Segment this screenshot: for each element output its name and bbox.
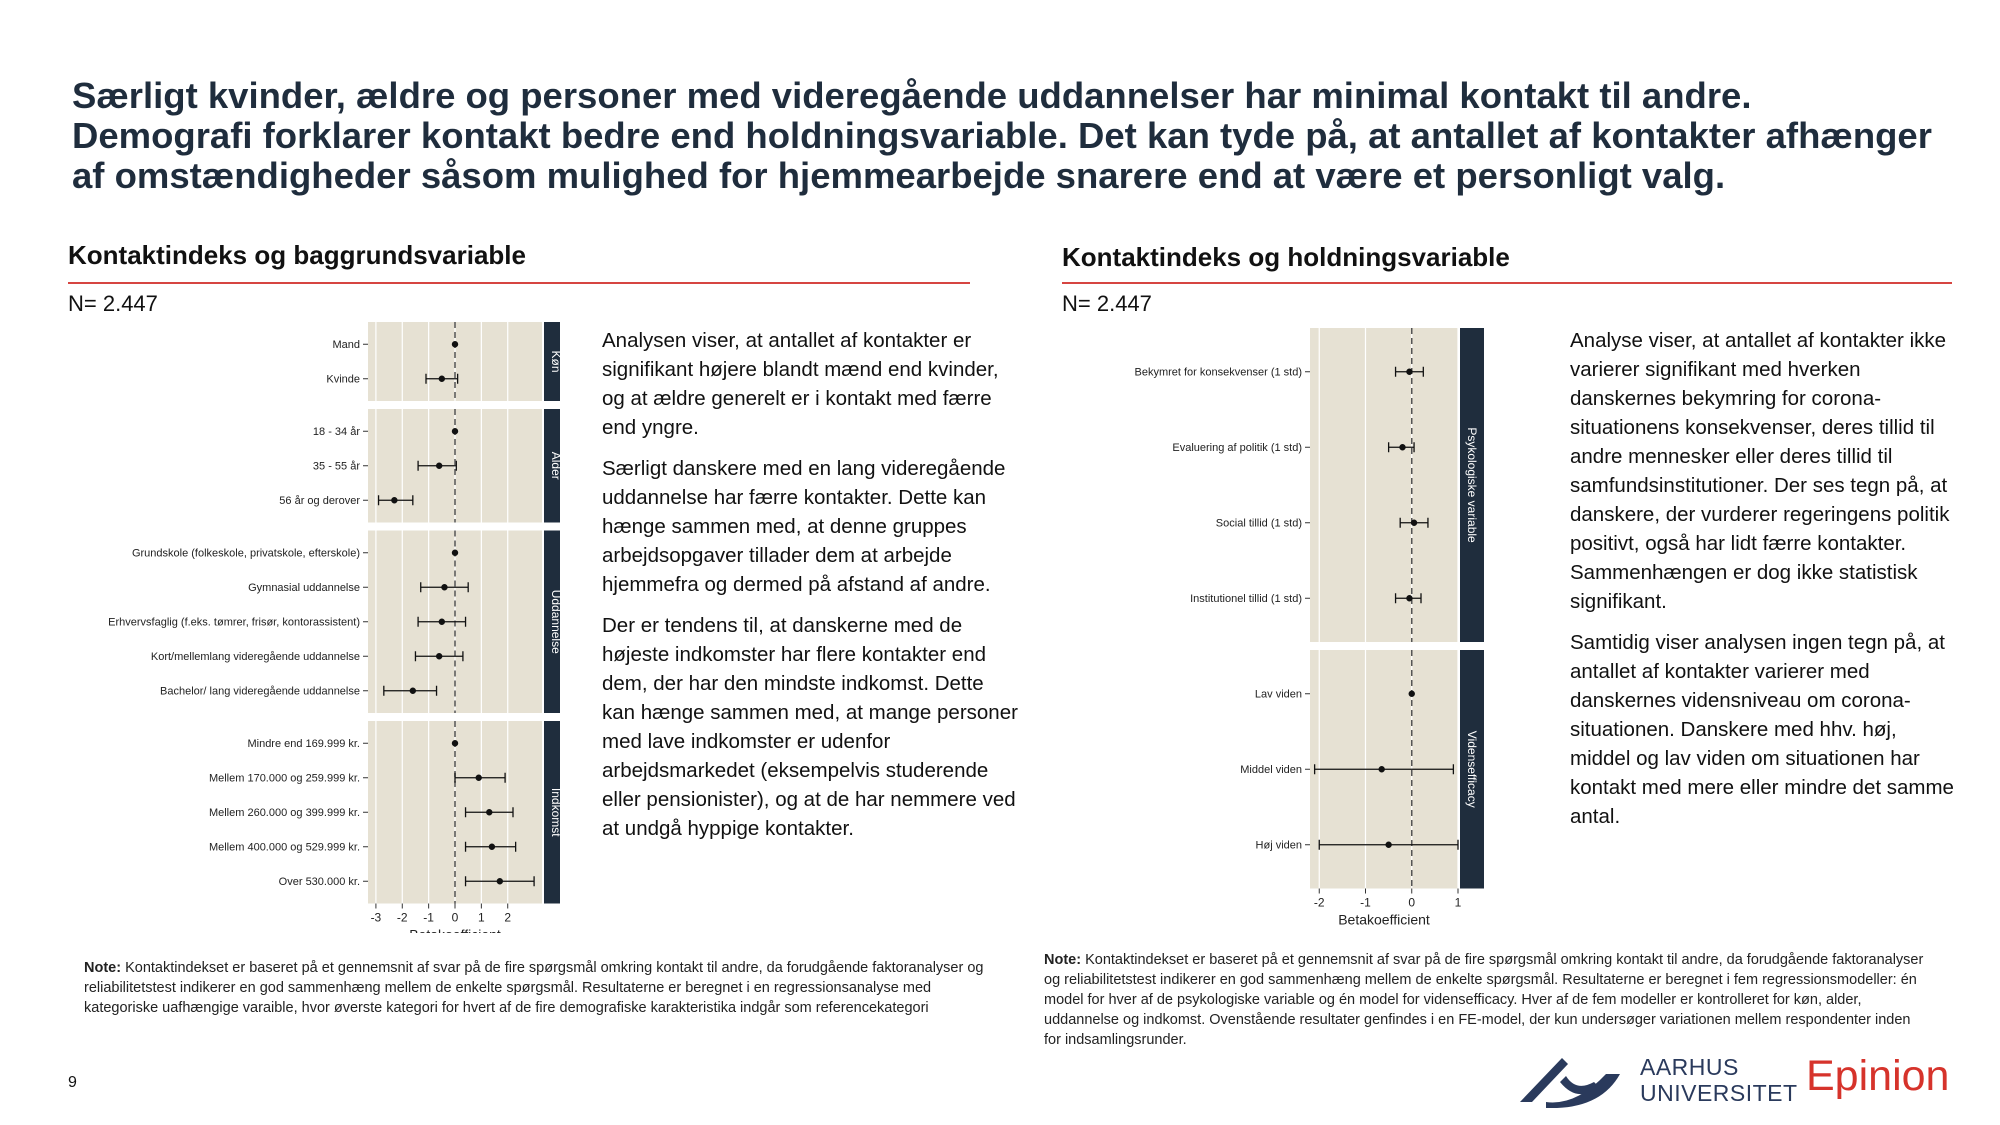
left-chart-row-label: 35 - 55 år (313, 461, 360, 473)
left-chart-strip-label: Alder (549, 452, 560, 480)
right-coefficient-chart: Psykologiske variable Bekymret for konsek… (1134, 328, 1484, 928)
left-title-underline (68, 282, 970, 284)
left-chart-row-label: Erhvervsfaglig (f.eks. tømrer, frisør, k… (108, 617, 360, 629)
left-chart-row-label: 18 - 34 år (313, 426, 360, 438)
au-line-1: AARHUS (1640, 1054, 1739, 1080)
right-chart-point (1406, 595, 1413, 602)
left-chart-row-label: Over 530.000 kr. (279, 876, 360, 888)
left-chart-row-label: Mellem 260.000 og 399.999 kr. (209, 807, 360, 819)
right-chart-xtick-label: -1 (1360, 896, 1371, 910)
left-chart-point (496, 878, 504, 885)
left-chart-strip (544, 721, 560, 904)
left-chart-point (451, 740, 459, 747)
left-chart-point (435, 462, 443, 469)
right-section-title: Kontaktindeks og holdningsvariable (1062, 242, 1510, 272)
left-chart-xtick-label: 0 (452, 911, 459, 925)
right-analysis-text: Analyse viser, at antallet af kontakter … (1570, 326, 1960, 843)
right-note: Note: Kontaktindekset er baseret på et g… (1044, 950, 1924, 1050)
right-chart-row-label: Lav viden (1255, 689, 1302, 701)
left-chart-row-label: Gymnasial uddannelse (248, 582, 360, 594)
right-chart-row-label: Social tillid (1 std) (1216, 518, 1302, 530)
left-chart-point (438, 618, 446, 625)
left-chart-point (391, 497, 398, 504)
left-chart-xtick-label: 2 (504, 911, 511, 925)
right-note-label: Note: (1044, 952, 1082, 968)
epinion-logo: Epinion (1806, 1052, 1950, 1100)
right-chart-xtick-label: -2 (1314, 896, 1325, 910)
left-note-label: Note: (84, 960, 122, 976)
au-line-2: UNIVERSITET (1640, 1080, 1798, 1106)
left-chart-strip (544, 409, 560, 523)
left-chart-row-label: Mand (332, 339, 360, 351)
right-chart-point (1399, 444, 1406, 451)
left-analysis-text: Analysen viser, at antallet af kontakter… (602, 326, 1022, 855)
right-chart-point (1408, 690, 1415, 697)
left-chart-xtick-label: -2 (397, 911, 408, 925)
left-chart-point (441, 584, 448, 591)
left-section-title: Kontaktindeks og baggrundsvariable (68, 240, 526, 270)
left-chart-point (486, 809, 493, 816)
right-chart-xtick-label: 1 (1455, 896, 1462, 910)
left-chart-xtick-label: -3 (371, 911, 382, 925)
left-chart-row-label: 56 år og derover (279, 495, 360, 507)
left-chart-point (438, 375, 446, 382)
left-chart-strip-label: Uddannelse (549, 590, 560, 654)
right-chart-row-label: Bekymret for konsekvenser (1 std) (1134, 367, 1302, 379)
right-chart-strip-label: Vidensefficacy (1465, 731, 1479, 808)
right-chart-strip (1460, 328, 1484, 642)
right-chart-panel-bg (1310, 328, 1458, 642)
aarhus-university-wordmark: AARHUS UNIVERSITET (1640, 1054, 1798, 1106)
left-n-label: N= 2.447 (68, 291, 158, 316)
right-chart-row-label: Middel viden (1240, 764, 1302, 776)
left-chart-strip-label: Indkomst (549, 788, 560, 837)
left-chart-strip (544, 530, 560, 713)
aarhus-university-logo-icon (1520, 1058, 1620, 1108)
left-chart-row-label: Mindre end 169.999 kr. (247, 738, 360, 750)
right-n-label: N= 2.447 (1062, 291, 1152, 316)
right-chart-strip (1460, 650, 1484, 889)
right-chart-row-label: Høj viden (1256, 840, 1302, 852)
right-chart-xtick-label: 0 (1408, 896, 1415, 910)
left-chart-xaxis-label: Betakoefficient (409, 927, 501, 934)
left-chart-row-label: Mellem 400.000 og 529.999 kr. (209, 842, 360, 854)
left-chart-row-label: Mellem 170.000 og 259.999 kr. (209, 773, 360, 785)
left-paragraph-3: Der er tendens til, at danskerne med de … (602, 614, 1018, 840)
right-chart-strip-label: Psykologiske variable (1465, 427, 1479, 543)
right-chart-point (1378, 766, 1385, 773)
page-number: 9 (68, 1074, 77, 1091)
left-paragraph-2: Særligt danskere med en lang videregåend… (602, 457, 1006, 596)
left-chart-strip (544, 322, 560, 401)
left-paragraph-1: Analysen viser, at antallet af kontakter… (602, 329, 999, 439)
right-paragraph-2: Samtidig viser analysen ingen tegn på, a… (1570, 631, 1954, 828)
left-chart-point (488, 843, 496, 850)
left-chart-xtick-label: -1 (423, 911, 434, 925)
left-note-text: Kontaktindekset er baseret på et gennems… (84, 960, 984, 1016)
left-chart-point (451, 341, 459, 348)
left-chart-strip-label: Køn (549, 350, 560, 372)
right-chart-xaxis-label: Betakoefficient (1338, 912, 1430, 928)
headline: Særligt kvinder, ældre og personer med v… (72, 75, 1932, 196)
left-chart-row-label: Grundskole (folkeskole, privatskole, eft… (132, 548, 360, 560)
right-chart-row-label: Institutionel tillid (1 std) (1190, 593, 1302, 605)
left-chart-row-label: Kort/mellemlang videregående uddannelse (151, 651, 360, 663)
left-chart-row-label: Kvinde (326, 374, 360, 386)
right-chart-point (1385, 841, 1392, 848)
left-chart-point (451, 428, 459, 435)
right-chart-row-label: Evaluering af politik (1 std) (1172, 442, 1302, 454)
left-chart-point (409, 687, 417, 694)
right-chart-point (1410, 519, 1418, 526)
left-note: Note: Kontaktindekset er baseret på et g… (84, 958, 984, 1018)
left-chart-point (475, 774, 482, 781)
left-chart-xtick-label: 1 (478, 911, 485, 925)
right-paragraph-1: Analyse viser, at antallet af kontakter … (1570, 329, 1950, 613)
right-note-text: Kontaktindekset er baseret på et gennems… (1044, 952, 1924, 1048)
right-title-underline (1062, 282, 1952, 284)
left-coefficient-chart: Køn Mand Kvinde Alder 18 - 34 år 35 - 55 år 56… (108, 322, 560, 934)
right-chart-point (1406, 368, 1413, 375)
left-chart-row-label: Bachelor/ lang videregående uddannelse (160, 686, 360, 698)
left-chart-point (451, 549, 459, 556)
left-chart-point (435, 653, 443, 660)
